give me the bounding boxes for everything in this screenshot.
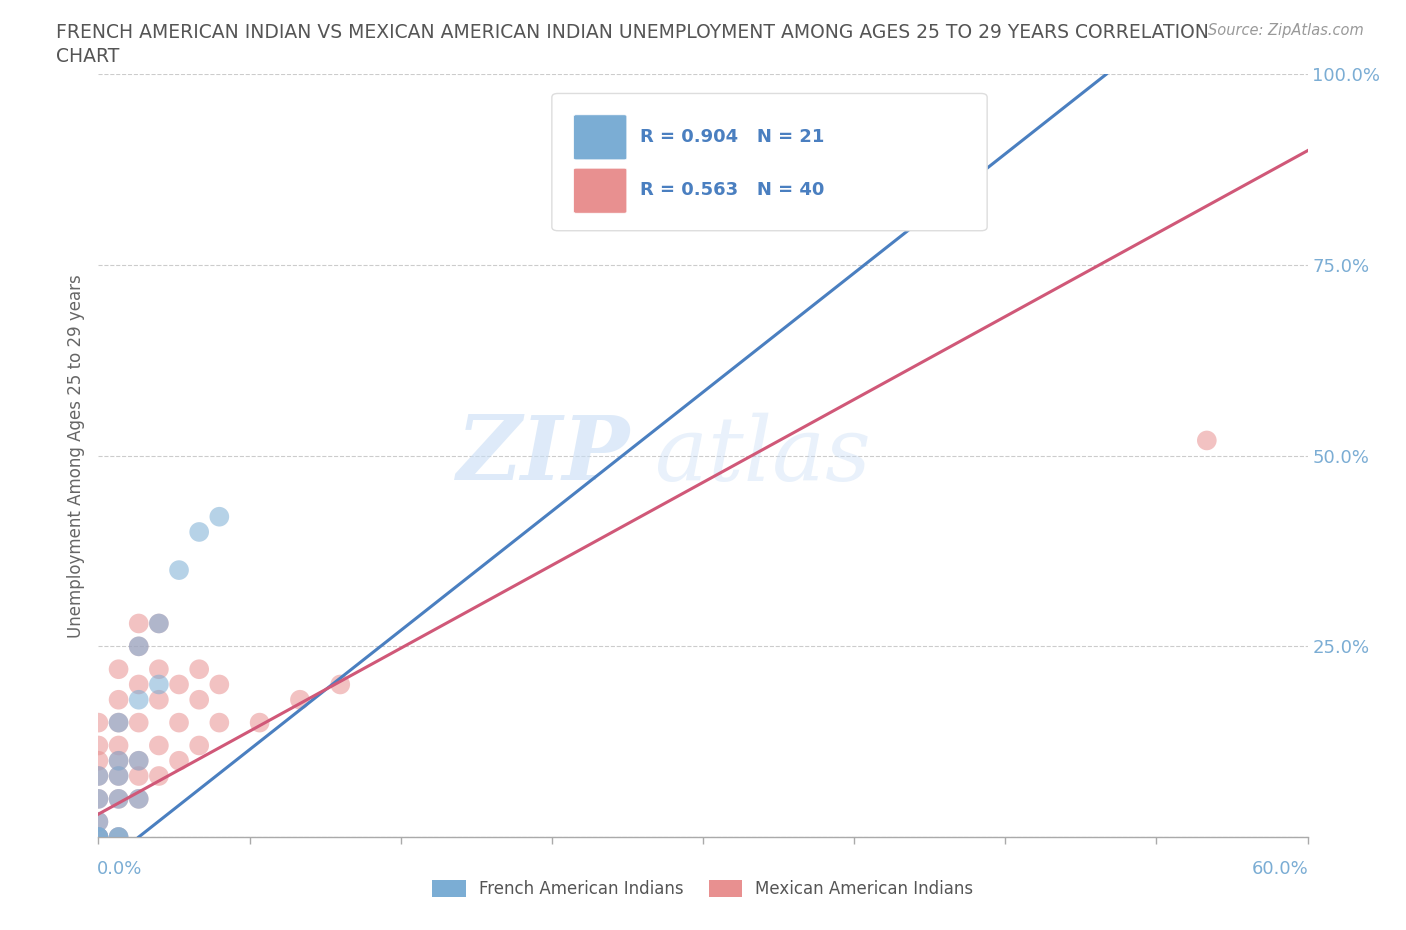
Text: CHART: CHART (56, 46, 120, 65)
Point (167, 715, 190, 730)
Point (249, 715, 271, 730)
Text: ZIP: ZIP (457, 412, 630, 499)
Point (128, 715, 150, 730)
Point (128, 753, 150, 768)
Point (208, 677, 231, 692)
Text: atlas: atlas (655, 412, 870, 499)
Point (87, 768, 110, 783)
Point (329, 677, 352, 692)
Point (148, 768, 170, 783)
Point (107, 738, 129, 753)
FancyBboxPatch shape (551, 93, 987, 231)
Point (188, 525, 211, 539)
Point (148, 616, 170, 631)
Point (107, 791, 129, 806)
Point (148, 662, 170, 677)
Point (128, 677, 150, 692)
Point (87, 815, 110, 830)
Point (87, 830, 110, 844)
Point (128, 791, 150, 806)
Point (107, 768, 129, 783)
Legend: French American Indians, Mexican American Indians: French American Indians, Mexican America… (426, 873, 980, 905)
Point (107, 662, 129, 677)
Point (128, 753, 150, 768)
Point (288, 692, 311, 707)
FancyBboxPatch shape (574, 114, 627, 160)
Point (87, 768, 110, 783)
Text: R = 0.563   N = 40: R = 0.563 N = 40 (640, 181, 824, 199)
Point (1195, 433, 1218, 448)
Point (107, 830, 129, 844)
Point (107, 715, 129, 730)
Y-axis label: Unemployment Among Ages 25 to 29 years: Unemployment Among Ages 25 to 29 years (66, 273, 84, 638)
Point (87, 815, 110, 830)
Text: Source: ZipAtlas.com: Source: ZipAtlas.com (1208, 23, 1364, 38)
Point (188, 662, 211, 677)
Point (87, 830, 110, 844)
Point (148, 738, 170, 753)
Point (87, 791, 110, 806)
Point (87, 830, 110, 844)
Point (107, 768, 129, 783)
Point (87, 830, 110, 844)
Point (128, 791, 150, 806)
Point (107, 753, 129, 768)
Point (148, 616, 170, 631)
Point (167, 563, 190, 578)
Text: 0.0%: 0.0% (97, 860, 142, 878)
Point (167, 677, 190, 692)
Point (128, 639, 150, 654)
Point (107, 692, 129, 707)
Point (167, 753, 190, 768)
Point (87, 791, 110, 806)
Text: 60.0%: 60.0% (1251, 860, 1309, 878)
Point (188, 738, 211, 753)
Point (128, 692, 150, 707)
Point (208, 715, 231, 730)
Point (208, 510, 231, 525)
Point (87, 753, 110, 768)
Text: R = 0.904   N = 21: R = 0.904 N = 21 (640, 128, 824, 146)
Point (128, 768, 150, 783)
Point (87, 715, 110, 730)
Point (107, 753, 129, 768)
Point (87, 830, 110, 844)
Text: FRENCH AMERICAN INDIAN VS MEXICAN AMERICAN INDIAN UNEMPLOYMENT AMONG AGES 25 TO : FRENCH AMERICAN INDIAN VS MEXICAN AMERIC… (56, 23, 1209, 42)
Point (128, 639, 150, 654)
Point (107, 715, 129, 730)
FancyBboxPatch shape (574, 168, 627, 213)
Point (107, 830, 129, 844)
Point (148, 677, 170, 692)
Point (107, 791, 129, 806)
Point (128, 616, 150, 631)
Point (107, 830, 129, 844)
Point (148, 692, 170, 707)
Point (188, 692, 211, 707)
Point (87, 738, 110, 753)
